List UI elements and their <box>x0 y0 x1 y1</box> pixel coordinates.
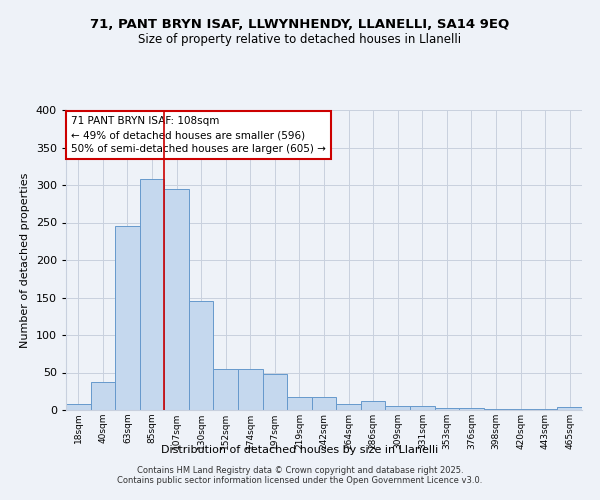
Bar <box>238 369 263 410</box>
Bar <box>140 179 164 410</box>
Text: Contains HM Land Registry data © Crown copyright and database right 2025.
Contai: Contains HM Land Registry data © Crown c… <box>118 466 482 485</box>
Bar <box>385 406 410 410</box>
Bar <box>508 409 533 410</box>
Bar <box>164 188 189 410</box>
Bar <box>410 406 434 410</box>
Bar <box>459 408 484 410</box>
Bar <box>361 401 385 410</box>
Bar <box>189 301 214 410</box>
Text: Distribution of detached houses by size in Llanelli: Distribution of detached houses by size … <box>161 445 439 455</box>
Text: 71 PANT BRYN ISAF: 108sqm
← 49% of detached houses are smaller (596)
50% of semi: 71 PANT BRYN ISAF: 108sqm ← 49% of detac… <box>71 116 326 154</box>
Bar <box>434 408 459 410</box>
Bar <box>557 407 582 410</box>
Y-axis label: Number of detached properties: Number of detached properties <box>20 172 30 348</box>
Text: Size of property relative to detached houses in Llanelli: Size of property relative to detached ho… <box>139 32 461 46</box>
Text: 71, PANT BRYN ISAF, LLWYNHENDY, LLANELLI, SA14 9EQ: 71, PANT BRYN ISAF, LLWYNHENDY, LLANELLI… <box>91 18 509 30</box>
Bar <box>287 396 312 410</box>
Bar <box>336 404 361 410</box>
Bar <box>91 382 115 410</box>
Bar <box>263 374 287 410</box>
Bar <box>533 409 557 410</box>
Bar <box>484 409 508 410</box>
Bar <box>115 226 140 410</box>
Bar <box>312 396 336 410</box>
Bar <box>66 404 91 410</box>
Bar <box>214 369 238 410</box>
